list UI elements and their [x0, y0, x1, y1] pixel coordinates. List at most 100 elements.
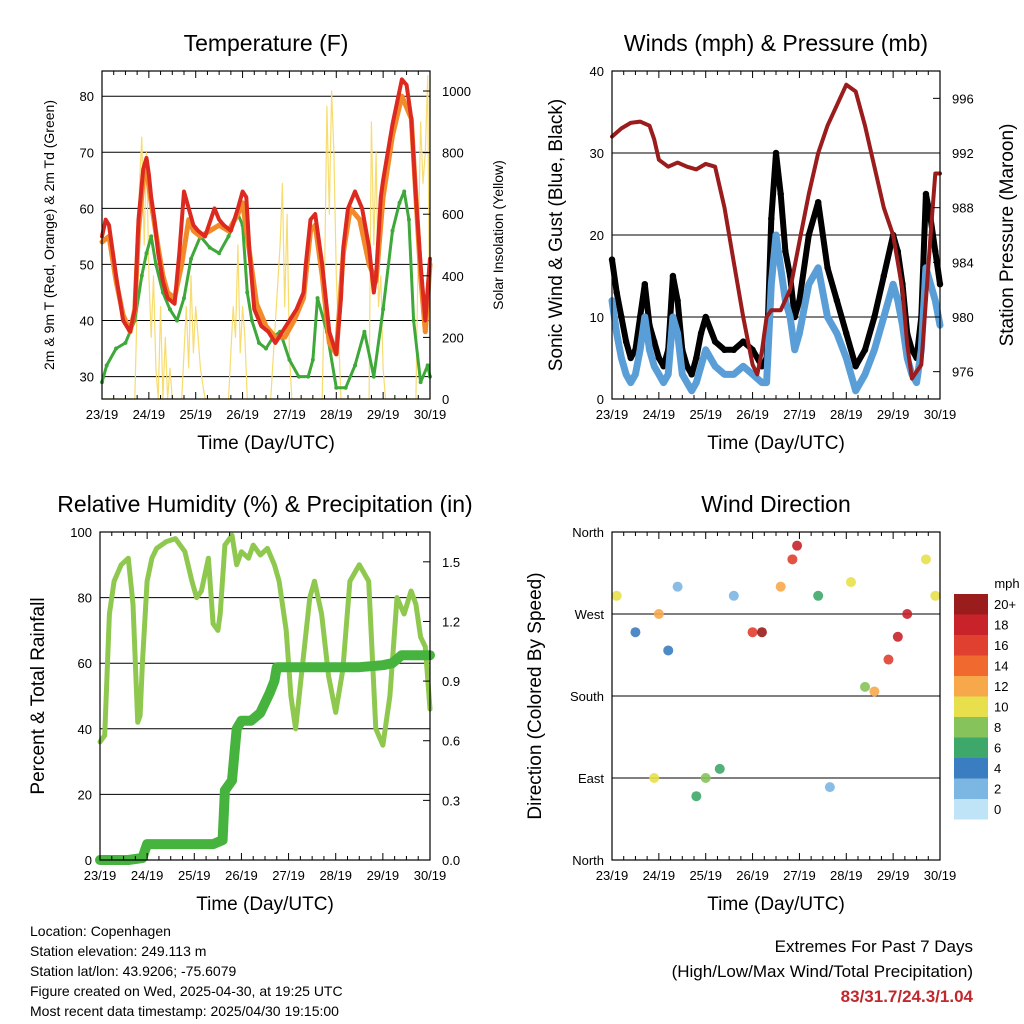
colorbar-swatch [954, 635, 988, 656]
direction-point [630, 627, 641, 638]
colorbar-swatch [954, 696, 988, 717]
direction-point [824, 782, 835, 793]
direction-point [649, 773, 660, 783]
y-tick-label: North [572, 525, 604, 540]
direction-point [787, 554, 798, 565]
direction-point [775, 581, 786, 592]
direction-point [930, 590, 941, 601]
colorbar-swatch [954, 737, 988, 758]
direction-point [920, 554, 931, 565]
y2-tick-label: 1.2 [442, 614, 460, 629]
data-point-temp [249, 318, 254, 323]
data-point-wind [880, 272, 887, 280]
y2-tick-label: 0.3 [442, 793, 460, 808]
panel-temp: 23/19 24/19 25/19 26/19 27/19 28/19 29/19 30/19… [41, 30, 506, 454]
data-point-temp [343, 385, 348, 390]
data-point-temp [174, 318, 179, 323]
y-tick-label: 0 [597, 392, 604, 407]
y-tick-label: 80 [80, 89, 94, 104]
x-tick-label: 26/19 [736, 407, 769, 422]
data-point-temp [226, 234, 231, 239]
data-point-wind [768, 215, 775, 222]
data-point-temp [402, 189, 407, 194]
colorbar-label: 20+ [994, 597, 1016, 612]
direction-point [728, 590, 739, 601]
data-point-temp [296, 374, 301, 379]
colorbar-label: 10 [994, 700, 1008, 715]
data-point-temp [149, 234, 154, 239]
y-tick-label: 30 [590, 146, 604, 161]
data-point-temp [217, 251, 222, 256]
colorbar-label: 0 [994, 802, 1001, 817]
colorbar-label: 4 [994, 761, 1001, 776]
data-point-wind [843, 330, 850, 337]
colorbar-swatch [954, 758, 988, 779]
y2-tick-label: 0.0 [442, 853, 460, 868]
data-point-wind [697, 330, 705, 337]
x-tick-label: 23/19 [596, 407, 629, 422]
x-tick-label: 28/19 [320, 407, 353, 422]
y-tick-label: 30 [80, 370, 94, 385]
y2-tick-label: 1000 [442, 84, 471, 99]
direction-point [792, 540, 803, 551]
colorbar-label: 14 [994, 659, 1008, 674]
colorbar-label: 18 [994, 618, 1008, 633]
data-point-temp [139, 273, 144, 278]
data-point-wind [613, 289, 620, 296]
data-point-temp [207, 245, 212, 250]
data-point-wind [622, 338, 630, 345]
data-point-wind [618, 313, 625, 321]
direction-point [747, 627, 758, 638]
y-tick-label: 0 [85, 853, 92, 868]
data-point-temp [353, 363, 358, 368]
data-point-wind [711, 338, 719, 345]
data-point-wind [922, 190, 930, 198]
data-point-wind [740, 338, 747, 345]
x-tick-label: 30/19 [924, 407, 957, 422]
x-tick-label: 28/19 [830, 407, 863, 422]
extremes-title: Extremes For Past 7 Days [774, 937, 973, 956]
data-point-wind [721, 346, 728, 353]
extremes-box: Extremes For Past 7 Days (High/Low/Max W… [672, 934, 973, 1009]
data-point-wind [688, 371, 695, 378]
y2-axis-label: Station Pressure (Maroon) [997, 124, 1018, 347]
data-point-temp [182, 296, 186, 301]
data-point-wind [777, 190, 784, 198]
data-point-temp [306, 374, 311, 379]
elevation-text: Station elevation: 249.113 m [30, 943, 207, 959]
colorbar-swatch [954, 717, 988, 738]
data-point-temp [411, 318, 416, 323]
x-tick-label: 27/19 [783, 407, 816, 422]
colorbar-swatch [954, 614, 988, 635]
data-point-wind [824, 264, 831, 271]
extremes-subtitle: (High/Low/Max Wind/Total Precipitation) [671, 962, 973, 981]
series-line-temp [100, 190, 432, 390]
y2-tick-label: 400 [442, 269, 464, 284]
x-tick-label: 30/19 [414, 868, 447, 883]
data-point-temp [114, 346, 119, 351]
y-tick-label: East [578, 771, 604, 786]
data-point-wind [674, 297, 681, 304]
direction-point [845, 577, 856, 588]
x-axis-label: Time (Day/UTC) [707, 433, 845, 454]
y-axis-label: Direction (Colored By Speed) [525, 572, 546, 819]
colorbar-label: 8 [994, 720, 1001, 735]
y-tick-label: 60 [80, 201, 94, 216]
latlon-text: Station lat/lon: 43.9206; -75.6079 [30, 963, 237, 979]
colorbar-swatch [954, 778, 988, 799]
x-tick-label: 27/19 [783, 868, 816, 883]
data-point-temp [256, 340, 261, 345]
y-tick-label: 20 [78, 787, 92, 802]
y-tick-label: 50 [80, 257, 94, 272]
data-point-temp [371, 374, 376, 379]
data-point-temp [418, 380, 423, 385]
x-tick-label: 29/19 [877, 868, 910, 883]
data-point-wind [655, 354, 663, 362]
data-point-wind [814, 199, 822, 206]
data-point-wind [871, 313, 878, 321]
colorbar-label: 2 [994, 782, 1001, 797]
created-text: Figure created on Wed, 2025-04-30, at 19… [30, 983, 343, 999]
y2-tick-label: 800 [442, 146, 464, 161]
data-point-temp [406, 217, 411, 222]
